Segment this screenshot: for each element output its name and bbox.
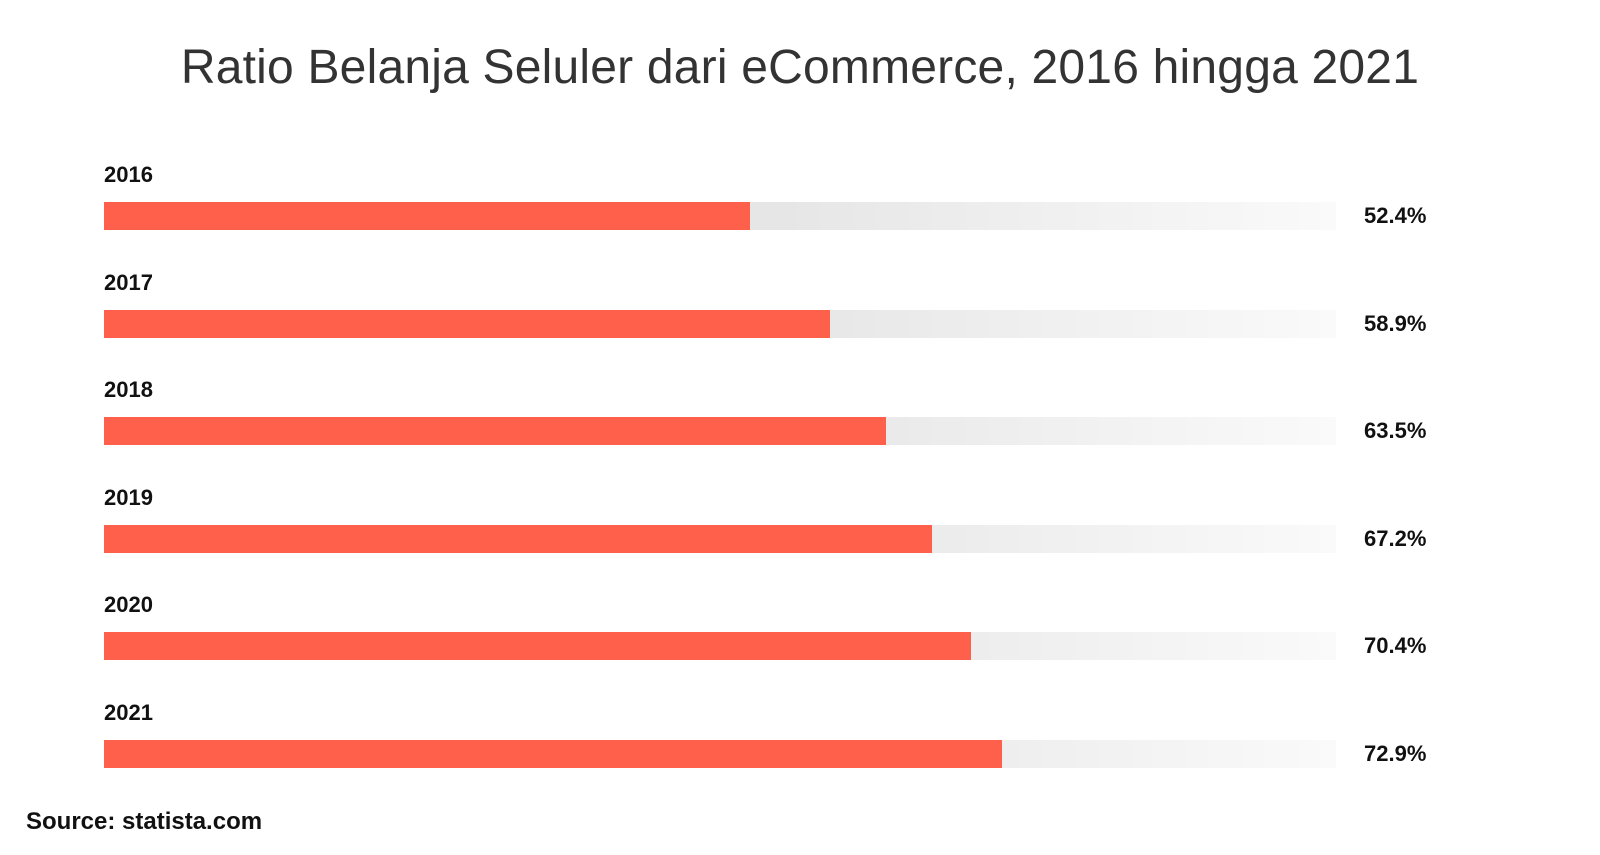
bar-2020 xyxy=(104,632,972,660)
bar-track-2018 xyxy=(104,417,1336,445)
bar-track-2020 xyxy=(104,632,1336,660)
value-label-2017: 58.9% xyxy=(1364,311,1427,336)
value-label-2018: 63.5% xyxy=(1364,418,1427,443)
value-label-2021: 72.9% xyxy=(1364,741,1427,766)
year-label-2018: 2018 xyxy=(104,377,153,402)
value-label-2016: 52.4% xyxy=(1364,203,1427,228)
value-label-2020: 70.4% xyxy=(1364,633,1427,658)
bar-2016 xyxy=(104,202,750,230)
source-note: Source: statista.com xyxy=(26,808,263,835)
year-label-2016: 2016 xyxy=(104,162,153,187)
bar-track-2017 xyxy=(104,310,1336,338)
bar-2021 xyxy=(104,740,1003,768)
bar-track-2019 xyxy=(104,525,1336,553)
bar-track-2016 xyxy=(104,202,1336,230)
year-label-2019: 2019 xyxy=(104,485,153,510)
bar-track-2021 xyxy=(104,740,1336,768)
bar-2019 xyxy=(104,525,932,553)
bar-2018 xyxy=(104,417,887,445)
year-label-2021: 2021 xyxy=(104,700,153,725)
bar-2017 xyxy=(104,310,830,338)
value-label-2019: 67.2% xyxy=(1364,526,1427,551)
year-label-2020: 2020 xyxy=(104,592,153,617)
year-label-2017: 2017 xyxy=(104,270,153,295)
chart-title: Ratio Belanja Seluler dari eCommerce, 20… xyxy=(180,41,1420,94)
